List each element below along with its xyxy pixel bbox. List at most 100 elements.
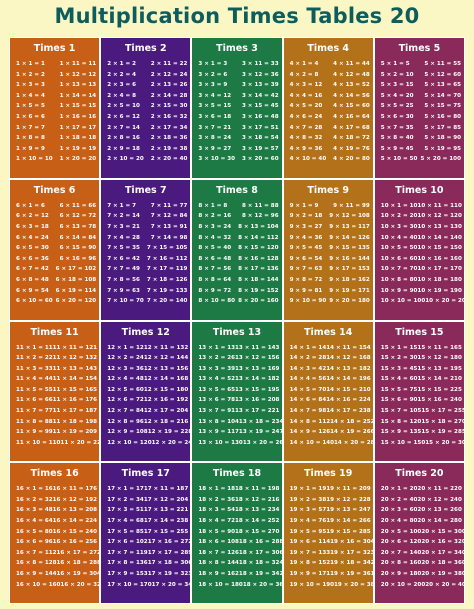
equation-left: 4 × 3 = 12 [289,82,323,89]
equation-right: 10 × 20 = 200 [425,298,464,305]
equation-left: 14 × 3 = 42 [289,365,327,372]
equation-left: 11 × 1 = 11 [16,344,53,351]
equation-left: 2 × 2 = 4 [107,71,137,78]
times-table-title: Times 10 [395,184,444,196]
equation-row: 14 × 3 = 42 14 × 13 = 182 [284,364,373,375]
equation-left: 13 × 2 = 26 [198,355,236,362]
equation-right: 8 × 16 = 128 [238,255,279,262]
equation-left: 10 × 3 = 30 [380,223,418,230]
equation-left: 8 × 9 = 72 [198,287,232,294]
equation-row: 1 × 1 = 1 1 × 11 = 11 [10,59,99,70]
equation-left: 4 × 8 = 32 [289,135,323,142]
equation-row: 20 × 4 = 80 20 × 14 = 280 [375,516,464,527]
equation-row: 18 × 2 = 36 18 × 12 = 216 [192,495,281,506]
equation-left: 14 × 1 = 14 [289,344,327,351]
equation-left: 1 × 7 = 7 [16,124,45,131]
equation-right: 4 × 20 = 80 [333,156,370,163]
equation-left: 7 × 10 = 70 [107,298,144,305]
equation-left: 5 × 6 = 30 [380,113,414,120]
equation-row: 6 × 6 = 36 6 × 16 = 96 [10,254,99,265]
equation-row: 6 × 2 = 12 6 × 12 = 72 [10,211,99,222]
equation-right: 10 × 15 = 150 [417,245,462,252]
equation-row: 14 × 6 = 84 14 × 16 = 224 [284,395,373,406]
times-table-title: Times 11 [30,326,79,338]
equation-row: 8 × 2 = 16 8 × 12 = 96 [192,211,281,222]
equation-row: 9 × 4 = 36 9 × 14 = 126 [284,233,373,244]
equation-left: 16 × 10 = 160 [16,581,61,588]
equation-right: 20 × 15 = 300 [421,528,465,535]
equation-row: 8 × 8 = 64 8 × 18 = 144 [192,275,281,286]
equation-row: 5 × 6 = 30 5 × 16 = 80 [375,112,464,123]
equation-row: 1 × 7 = 7 1 × 17 = 17 [10,123,99,134]
equation-right: 18 × 13 = 234 [235,507,280,514]
equation-left: 6 × 2 = 12 [16,213,49,220]
equation-right: 8 × 11 = 88 [241,202,279,209]
equation-row: 16 × 7 = 112 16 × 17 = 272 [10,548,99,559]
equation-row: 9 × 5 = 45 9 × 15 = 135 [284,243,373,254]
equation-right: 12 × 12 = 144 [143,355,189,362]
equation-row: 20 × 7 = 140 20 × 17 = 340 [375,548,464,559]
equation-left: 4 × 1 = 4 [289,61,319,67]
equation-row: 7 × 5 = 35 7 × 15 = 105 [101,243,190,254]
equation-row: 12 × 8 = 96 12 × 18 = 216 [101,417,190,428]
times-table-title: Times 4 [307,43,350,54]
equation-row: 11 × 7 = 77 11 × 17 = 187 [10,406,99,417]
equation-left: 6 × 8 = 48 [16,276,49,283]
equation-row: 11 × 5 = 55 11 × 15 = 165 [10,385,99,396]
equation-right: 1 × 16 = 16 [59,113,97,120]
equation-left: 20 × 5 = 100 [380,528,422,535]
equation-row: 12 × 7 = 84 12 × 17 = 204 [101,406,190,417]
equation-left: 16 × 2 = 32 [16,496,53,503]
equation-right: 18 × 19 = 342 [238,571,283,577]
equation-row: 10 × 6 = 60 10 × 16 = 160 [375,254,464,265]
times-table-title: Times 3 [216,43,258,54]
times-table-title: Times 16 [30,468,79,480]
equation-right: 15 × 16 = 240 [417,397,462,404]
equation-right: 17 × 16 = 272 [147,539,192,546]
equation-right: 4 × 11 = 44 [333,61,370,67]
times-table-title: Times 19 [304,468,353,480]
equation-right: 1 × 19 = 19 [59,145,97,152]
equation-left: 18 × 5 = 90 [198,528,236,535]
equation-right: 13 × 11 = 143 [235,344,280,351]
equation-right: 15 × 13 = 195 [417,365,462,372]
equation-left: 20 × 9 = 180 [380,571,422,577]
equation-right: 18 × 20 = 360 [242,581,282,588]
equation-left: 4 × 5 = 20 [289,103,323,110]
equation-row: 5 × 5 = 25 5 × 15 = 75 [375,101,464,112]
equation-row: 9 × 7 = 63 9 × 17 = 153 [284,264,373,275]
equation-row: 4 × 3 = 12 4 × 13 = 52 [284,80,373,91]
equation-left: 19 × 2 = 38 [289,496,327,503]
times-table-title: Times 12 [121,326,170,338]
equation-right: 17 × 17 = 289 [147,549,192,556]
equation-row: 17 × 8 = 136 17 × 18 = 306 [101,558,190,569]
equation-left: 3 × 1 = 3 [198,61,228,67]
equation-right: 9 × 13 = 117 [329,223,370,230]
equation-row: 14 × 5 = 70 14 × 15 = 210 [284,385,373,396]
equation-left: 15 × 7 = 105 [380,408,422,415]
equation-right: 19 × 17 = 323 [330,549,374,556]
equation-right: 19 × 14 = 266 [326,518,371,525]
equation-right: 11 × 16 = 176 [52,397,98,404]
equation-left: 18 × 3 = 54 [198,507,236,514]
equation-right: 8 × 12 = 96 [241,213,279,220]
equation-left: 2 × 9 = 18 [107,145,140,152]
equation-right: 11 × 13 = 143 [52,365,98,372]
equation-left: 17 × 10 = 170 [107,581,152,588]
equation-row: 18 × 7 = 126 18 × 17 = 306 [192,548,281,559]
times-table-card: Times 16 16 × 1 = 16 16 × 11 = 176 16 × 2 =… [9,462,101,604]
equation-row: 20 × 2 = 40 20 × 12 = 240 [375,495,464,506]
equation-row: 5 × 3 = 15 5 × 13 = 65 [375,80,464,91]
equation-right: 9 × 20 = 180 [329,298,370,305]
equation-right: 9 × 11 = 99 [333,202,370,209]
equation-left: 10 × 8 = 80 [380,276,418,283]
equation-right: 19 × 19 = 361 [330,571,374,577]
equation-left: 2 × 7 = 14 [107,124,140,131]
equation-row: 17 × 6 = 102 17 × 16 = 272 [101,537,190,548]
equation-row: 19 × 8 = 152 19 × 18 = 342 [284,558,373,569]
equation-row: 18 × 9 = 162 18 × 19 = 342 [192,569,281,580]
